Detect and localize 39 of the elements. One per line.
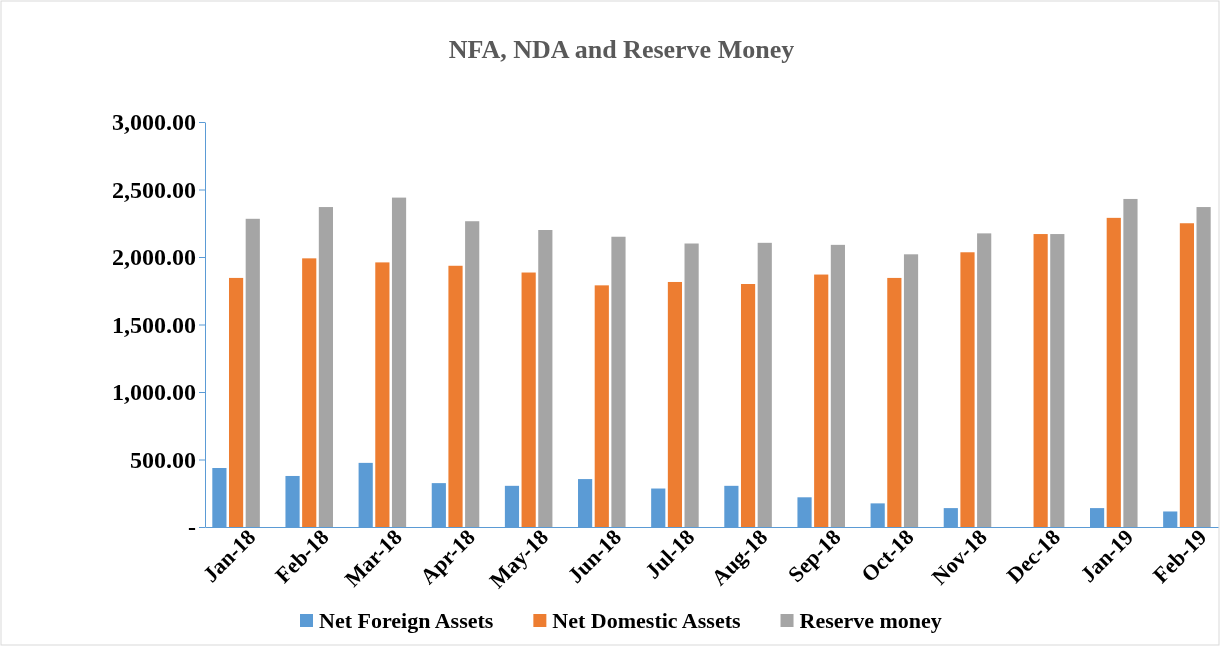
bar — [977, 233, 992, 527]
bar — [667, 281, 683, 527]
bar — [830, 244, 845, 527]
bar — [684, 243, 699, 527]
bar — [594, 285, 609, 527]
bar — [465, 221, 480, 527]
bar — [1196, 207, 1211, 527]
bar — [814, 274, 829, 527]
bar — [1179, 223, 1195, 527]
bar — [448, 265, 463, 527]
bar — [903, 254, 919, 527]
y-tick-label: 500.00 — [130, 446, 196, 473]
bar — [757, 242, 772, 527]
bar — [960, 252, 975, 527]
bar — [318, 207, 333, 527]
bar — [521, 272, 536, 527]
bar — [1106, 217, 1121, 527]
y-tick-label: 3,000.00 — [112, 109, 196, 136]
bar — [1033, 234, 1048, 527]
bar — [391, 197, 407, 527]
bar — [740, 284, 756, 527]
y-tick-label: 2,000.00 — [112, 244, 196, 271]
y-tick-label: - — [188, 514, 196, 541]
bar — [302, 258, 317, 527]
bar — [229, 277, 244, 527]
legend-label: Net Foreign Assets — [319, 608, 494, 633]
y-tick-label: 2,500.00 — [112, 176, 196, 203]
bar — [375, 262, 390, 527]
y-tick-label: 1,000.00 — [112, 379, 196, 406]
y-tick-label: 1,500.00 — [112, 311, 196, 338]
bar — [245, 218, 260, 527]
bar — [538, 230, 553, 527]
bar — [611, 236, 626, 527]
bar — [887, 277, 902, 527]
legend-label: Net Domestic Assets — [552, 608, 741, 633]
chart-title: NFA, NDA and Reserve Money — [448, 35, 795, 64]
bar — [1123, 198, 1138, 527]
legend-label: Reserve money — [799, 608, 942, 633]
bar — [1050, 234, 1065, 527]
